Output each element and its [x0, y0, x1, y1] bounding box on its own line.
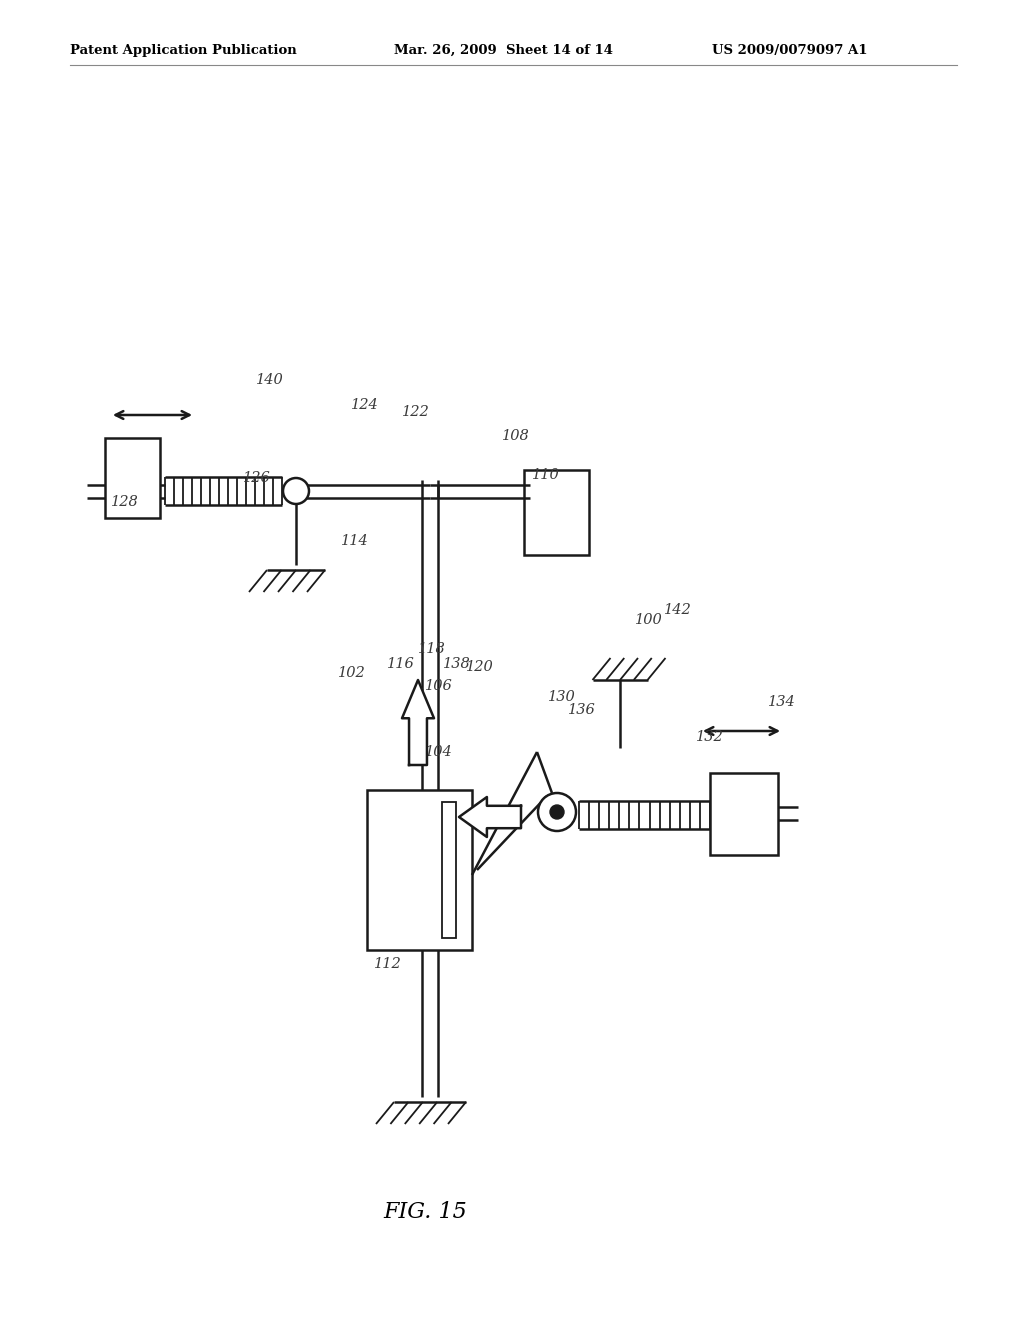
Text: 128: 128 — [111, 495, 138, 508]
Text: 112: 112 — [374, 957, 401, 970]
Text: 100: 100 — [635, 614, 663, 627]
Text: 120: 120 — [466, 660, 494, 673]
Polygon shape — [459, 797, 521, 837]
Text: 140: 140 — [256, 374, 284, 387]
Text: FIG. 15: FIG. 15 — [383, 1201, 467, 1222]
Text: 118: 118 — [418, 643, 445, 656]
Text: US 2009/0079097 A1: US 2009/0079097 A1 — [712, 44, 867, 57]
Text: 122: 122 — [402, 405, 430, 418]
Text: 108: 108 — [502, 429, 529, 442]
Text: 130: 130 — [548, 690, 575, 704]
Text: 138: 138 — [443, 657, 471, 671]
Text: 136: 136 — [568, 704, 596, 717]
Text: 126: 126 — [243, 471, 270, 484]
Circle shape — [538, 793, 575, 832]
Circle shape — [550, 805, 564, 818]
Bar — [367, 789, 472, 950]
Text: 116: 116 — [387, 657, 415, 671]
Text: 114: 114 — [341, 535, 369, 548]
Text: 132: 132 — [696, 730, 724, 743]
Text: Mar. 26, 2009  Sheet 14 of 14: Mar. 26, 2009 Sheet 14 of 14 — [394, 44, 613, 57]
Bar — [442, 803, 456, 939]
Circle shape — [283, 478, 309, 504]
Bar — [105, 438, 160, 517]
Bar — [524, 470, 589, 554]
Polygon shape — [402, 680, 434, 766]
Bar — [710, 774, 778, 855]
Text: 102: 102 — [338, 667, 366, 680]
Text: 104: 104 — [425, 746, 453, 759]
Text: Patent Application Publication: Patent Application Publication — [70, 44, 296, 57]
Text: 124: 124 — [351, 399, 379, 412]
Text: 110: 110 — [532, 469, 560, 482]
Text: 134: 134 — [768, 696, 796, 709]
Text: 106: 106 — [425, 680, 453, 693]
Text: 142: 142 — [664, 603, 691, 616]
